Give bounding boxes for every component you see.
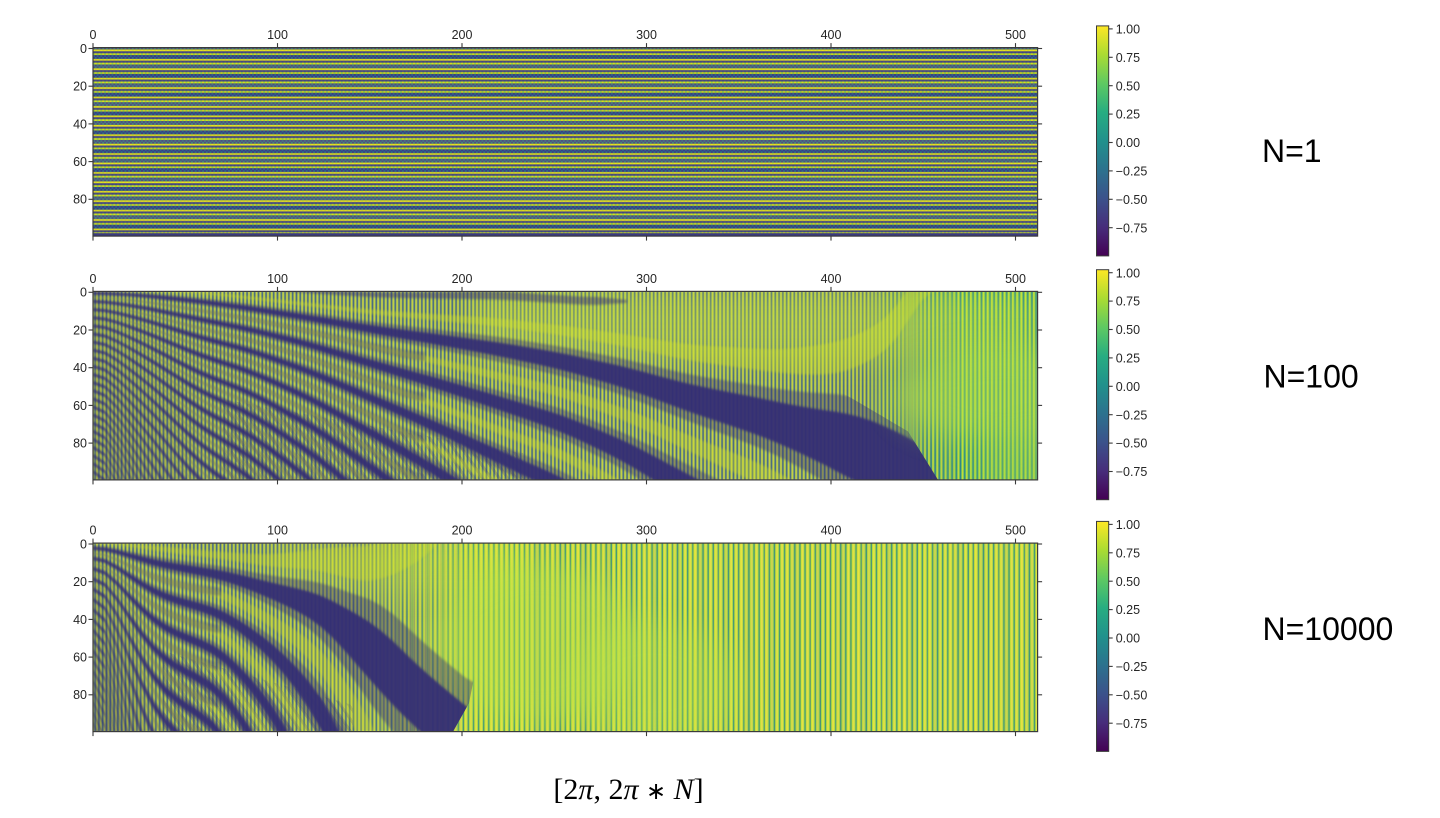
svg-text:500: 500 [1005,524,1026,538]
svg-text:[2π, 2π ∗ N]: [2π, 2π ∗ N] [553,773,703,806]
svg-text:80: 80 [73,193,87,207]
svg-text:−0.75: −0.75 [1116,717,1148,731]
svg-text:100: 100 [267,272,288,286]
svg-text:40: 40 [73,117,87,131]
svg-text:1.00: 1.00 [1116,23,1140,37]
svg-text:40: 40 [73,361,87,375]
svg-text:80: 80 [73,437,87,451]
svg-text:0.00: 0.00 [1116,136,1140,150]
svg-text:60: 60 [73,651,87,665]
svg-text:60: 60 [73,399,87,413]
svg-text:−0.25: −0.25 [1116,660,1148,674]
svg-text:0.25: 0.25 [1116,603,1140,617]
svg-text:20: 20 [73,80,87,94]
svg-text:20: 20 [73,575,87,589]
svg-text:−0.50: −0.50 [1116,437,1148,451]
svg-text:300: 300 [636,272,657,286]
svg-text:−0.75: −0.75 [1116,465,1148,479]
svg-text:0.25: 0.25 [1116,108,1140,122]
svg-text:20: 20 [73,323,87,337]
svg-text:0: 0 [80,537,87,551]
svg-text:N=1: N=1 [1262,133,1322,169]
svg-text:60: 60 [73,155,87,169]
svg-text:100: 100 [267,524,288,538]
svg-text:100: 100 [267,28,288,42]
svg-text:−0.75: −0.75 [1116,221,1148,235]
svg-text:0.00: 0.00 [1116,632,1140,646]
svg-text:0.75: 0.75 [1116,546,1140,560]
svg-text:N=10000: N=10000 [1263,611,1394,647]
svg-text:0: 0 [80,42,87,56]
svg-text:N=100: N=100 [1264,359,1359,395]
svg-text:400: 400 [821,524,842,538]
svg-text:40: 40 [73,613,87,627]
svg-text:0: 0 [80,286,87,300]
svg-text:500: 500 [1005,28,1026,42]
svg-text:0.25: 0.25 [1116,352,1140,366]
svg-text:0.50: 0.50 [1116,79,1140,93]
svg-text:−0.50: −0.50 [1116,688,1148,702]
svg-text:0: 0 [90,272,97,286]
svg-text:500: 500 [1005,272,1026,286]
svg-text:400: 400 [821,272,842,286]
svg-text:0.00: 0.00 [1116,380,1140,394]
svg-text:0.50: 0.50 [1116,323,1140,337]
svg-text:200: 200 [452,524,473,538]
svg-text:−0.50: −0.50 [1116,193,1148,207]
svg-text:0.75: 0.75 [1116,51,1140,65]
svg-text:400: 400 [821,28,842,42]
svg-text:200: 200 [452,28,473,42]
svg-text:200: 200 [452,272,473,286]
svg-text:1.00: 1.00 [1116,518,1140,532]
svg-text:0.75: 0.75 [1116,295,1140,309]
svg-text:300: 300 [636,524,657,538]
svg-text:0: 0 [90,524,97,538]
svg-text:−0.25: −0.25 [1116,408,1148,422]
svg-text:0: 0 [90,28,97,42]
svg-text:−0.25: −0.25 [1116,165,1148,179]
svg-text:300: 300 [636,28,657,42]
svg-text:0.50: 0.50 [1116,575,1140,589]
svg-text:1.00: 1.00 [1116,266,1140,280]
svg-text:80: 80 [73,688,87,702]
